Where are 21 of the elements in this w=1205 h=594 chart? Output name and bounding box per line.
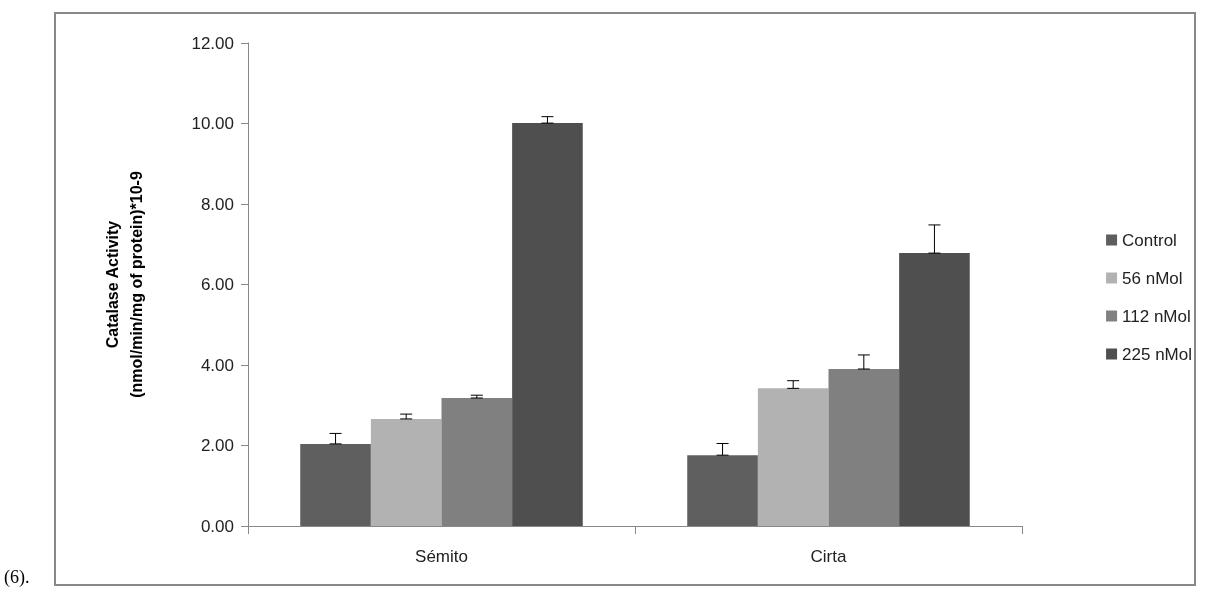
y-tick-label: 12.00 <box>191 33 234 53</box>
y-tick-label: 4.00 <box>200 355 234 375</box>
legend-label: 56 nMol <box>1122 268 1183 288</box>
bar <box>370 418 442 526</box>
y-axis-title: Catalase Activity (nmol/min/mg of protein)*10-9 <box>103 171 145 398</box>
bar <box>757 388 829 526</box>
x-tick-label: Cirta <box>810 547 847 566</box>
y-tick-label: 8.00 <box>200 194 234 214</box>
bar <box>687 455 758 526</box>
legend-label: Control <box>1122 230 1177 250</box>
y-tick-label: 0.00 <box>200 516 234 536</box>
y-tick-label: 10.00 <box>191 114 234 133</box>
bar <box>899 253 970 526</box>
text: (6). <box>4 567 30 588</box>
x-tick-label: Sémito <box>415 547 468 566</box>
bar <box>300 443 371 526</box>
legend-label: 112 nMol <box>1122 306 1191 326</box>
legend-label: 225 nMol <box>1122 344 1192 364</box>
bar <box>512 123 583 526</box>
y-tick-label: 6.00 <box>200 275 234 294</box>
y-tick-label: 2.00 <box>200 436 234 455</box>
